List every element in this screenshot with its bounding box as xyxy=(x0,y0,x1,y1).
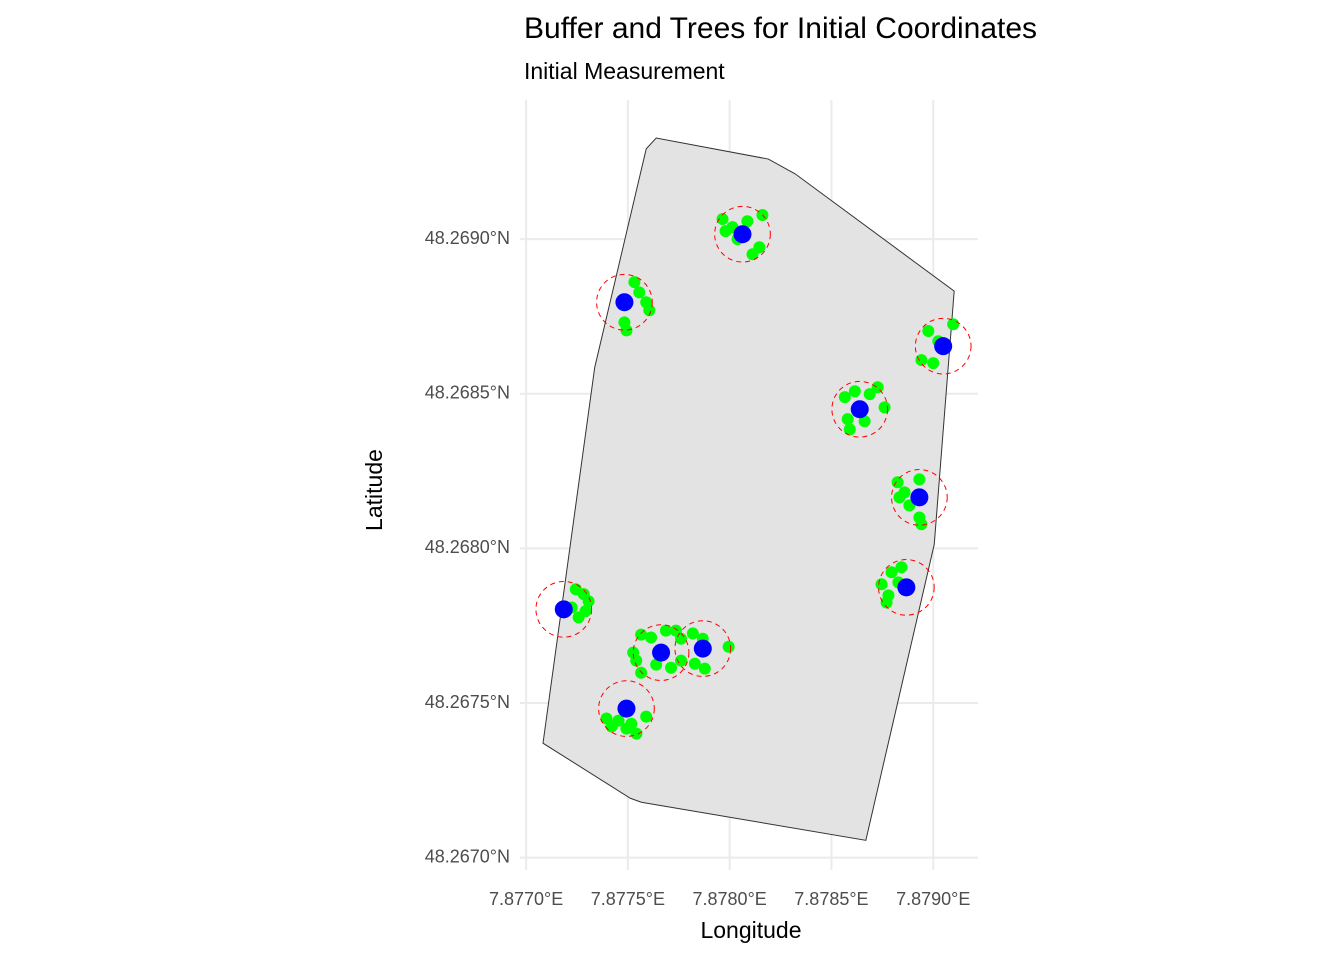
tree-point xyxy=(675,632,688,645)
x-tick-label: 7.8775°E xyxy=(591,889,665,909)
tree-point xyxy=(665,661,678,674)
y-tick-label: 48.2680°N xyxy=(425,537,510,557)
chart-title: Buffer and Trees for Initial Coordinates xyxy=(524,12,1037,45)
tree-point xyxy=(716,213,729,226)
tree-point xyxy=(620,722,633,735)
tree-point xyxy=(675,654,688,667)
tree-point xyxy=(915,354,928,367)
tree-point xyxy=(915,518,928,531)
tree-point xyxy=(628,276,641,289)
center-point xyxy=(693,639,712,658)
tree-point xyxy=(880,596,893,609)
center-point xyxy=(733,225,752,244)
buffer xyxy=(596,273,653,331)
x-axis-title: Longitude xyxy=(700,917,801,943)
buffer xyxy=(891,469,948,526)
center-point xyxy=(897,578,916,597)
tree-point xyxy=(848,385,861,398)
tree-point xyxy=(582,595,595,608)
tree-point xyxy=(686,627,699,640)
y-tick-label: 48.2675°N xyxy=(425,692,510,712)
tree-point xyxy=(620,324,633,337)
x-tick-label: 7.8780°E xyxy=(693,889,767,909)
tree-point xyxy=(871,381,884,394)
center-point xyxy=(615,293,634,312)
tree-point xyxy=(891,476,904,489)
buffer xyxy=(831,380,889,438)
center-point xyxy=(850,400,869,419)
tree-point xyxy=(645,631,658,644)
tree-point xyxy=(698,662,711,675)
buffer xyxy=(914,317,972,375)
tree-point xyxy=(659,624,672,637)
center-point xyxy=(910,488,929,507)
tree-point xyxy=(841,413,854,426)
buffer xyxy=(674,620,732,677)
tree-point xyxy=(922,325,935,337)
center-point xyxy=(934,337,953,356)
tree-point xyxy=(885,566,898,579)
tree-point xyxy=(838,391,851,404)
chart-subtitle: Initial Measurement xyxy=(524,58,725,84)
x-tick-label: 7.8785°E xyxy=(794,889,868,909)
y-tick-label: 48.2670°N xyxy=(425,846,510,866)
tree-point xyxy=(895,561,908,574)
tree-point xyxy=(875,578,888,591)
buffer xyxy=(714,205,771,263)
center-point xyxy=(554,600,573,619)
buffer xyxy=(535,580,593,638)
tree-point xyxy=(858,415,871,428)
y-axis-title: Latitude xyxy=(361,449,387,531)
tree-point xyxy=(627,646,640,659)
boundary xyxy=(542,137,955,841)
tree-point xyxy=(843,423,856,436)
tree-point xyxy=(913,473,926,486)
tree-point xyxy=(630,727,643,740)
x-tick-label: 7.8790°E xyxy=(896,889,970,909)
tree-point xyxy=(863,388,876,401)
tree-point xyxy=(878,401,891,414)
x-tick-label: 7.8770°E xyxy=(489,889,563,909)
buffer xyxy=(598,680,655,737)
buffer xyxy=(878,559,935,616)
tree-point xyxy=(722,640,735,653)
tree-point xyxy=(947,318,960,331)
tree-point xyxy=(719,225,732,238)
center-point xyxy=(652,643,671,662)
center-point xyxy=(617,699,636,718)
y-tick-label: 48.2690°N xyxy=(425,228,510,248)
tree-point xyxy=(612,714,625,727)
y-tick-label: 48.2685°N xyxy=(425,383,510,403)
tree-point xyxy=(898,486,911,499)
tree-point xyxy=(640,710,653,723)
tree-point xyxy=(746,248,759,261)
buffer xyxy=(632,624,690,681)
tree-point xyxy=(927,357,940,370)
tree-point xyxy=(572,611,585,624)
tree-point xyxy=(741,215,754,228)
tree-point xyxy=(650,658,663,671)
tree-point xyxy=(633,286,646,299)
tree-point xyxy=(688,657,701,670)
